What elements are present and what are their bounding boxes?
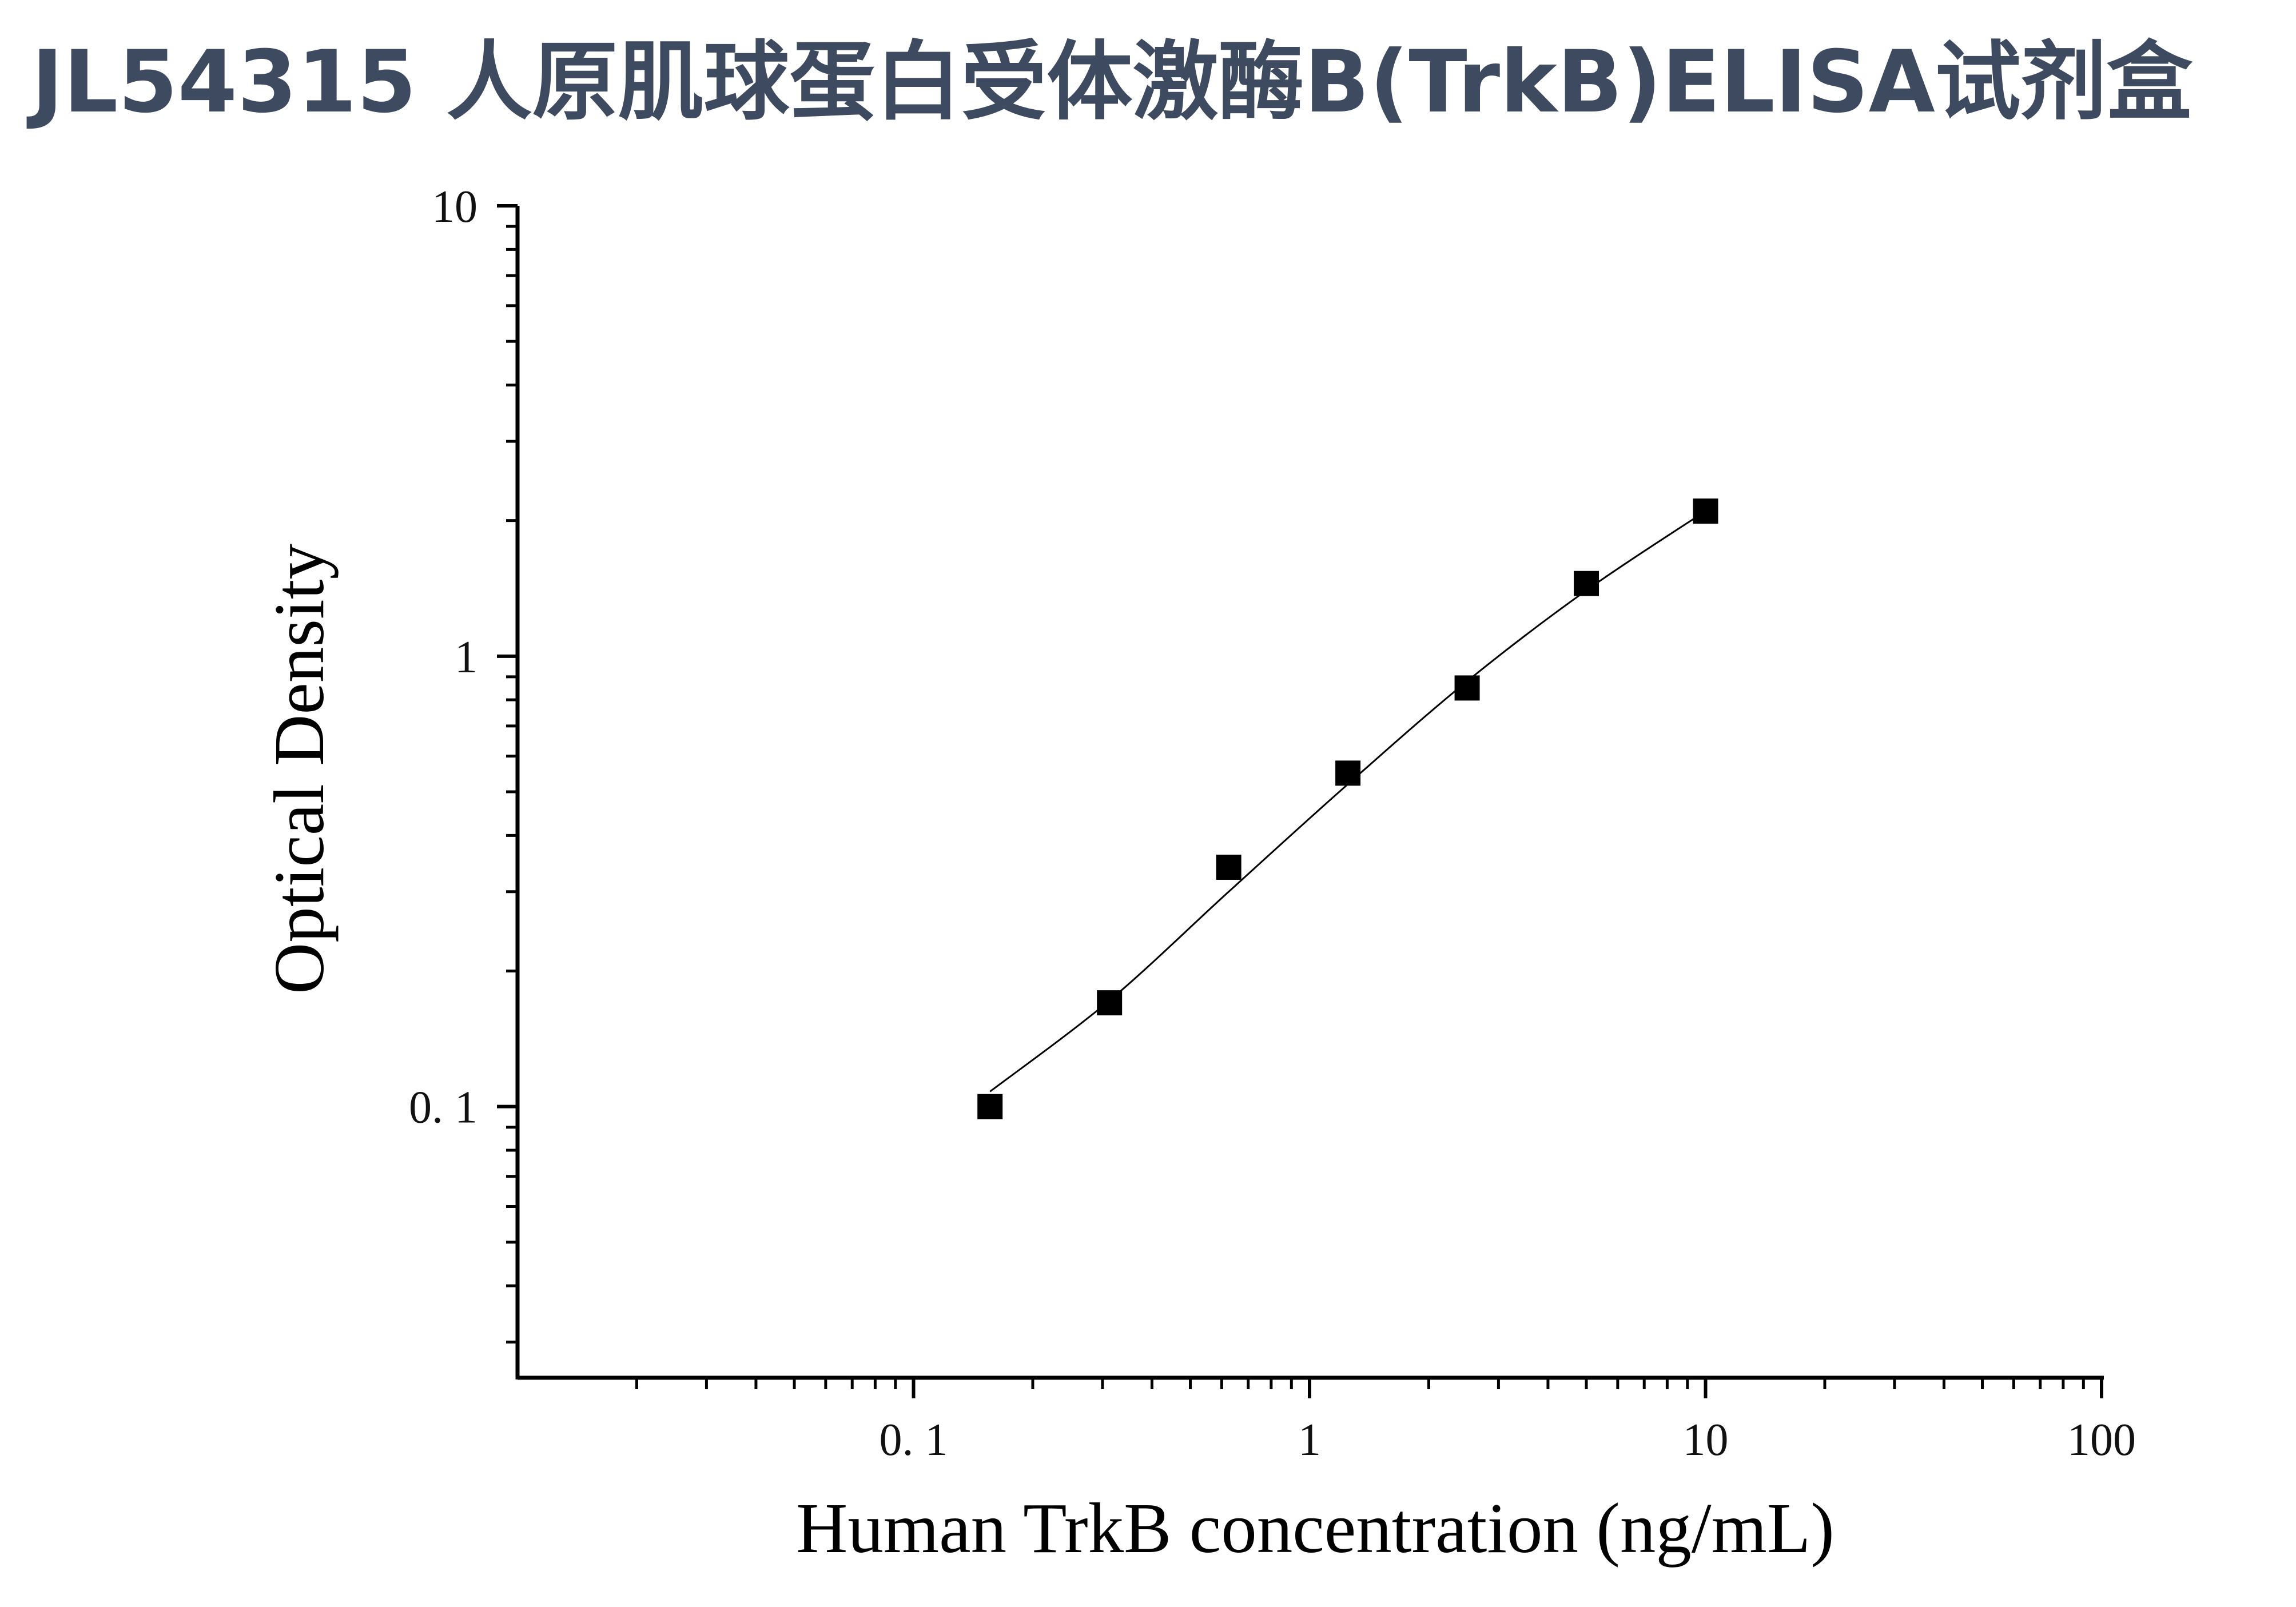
data-point-marker — [1216, 854, 1241, 880]
y-tick-label: 1 — [455, 632, 477, 683]
data-point-marker — [1454, 675, 1480, 701]
plot-area: 0. 1 1 10 100 10 1 0. 1 — [409, 182, 2136, 1465]
x-tick-label: 0. 1 — [880, 1415, 948, 1465]
data-point-marker — [1693, 498, 1718, 524]
x-axis-label: Human TrkB concentration (ng/mL) — [796, 1489, 1835, 1568]
data-point-marker — [1335, 760, 1361, 786]
x-tick-label: 10 — [1683, 1415, 1729, 1465]
y-axis-label: Optical Density — [260, 543, 339, 994]
data-point-marker — [1097, 990, 1123, 1016]
chart-title: JL54315 人原肌球蛋白受体激酶B(TrkB)ELISA试剂盒 — [26, 33, 2193, 132]
data-point-marker — [977, 1094, 1003, 1119]
y-tick-label: 10 — [432, 182, 477, 232]
x-tick-label: 1 — [1298, 1415, 1321, 1465]
data-point-marker — [1574, 571, 1599, 596]
x-tick-label: 100 — [2067, 1415, 2136, 1465]
y-tick-label: 0. 1 — [409, 1083, 477, 1133]
